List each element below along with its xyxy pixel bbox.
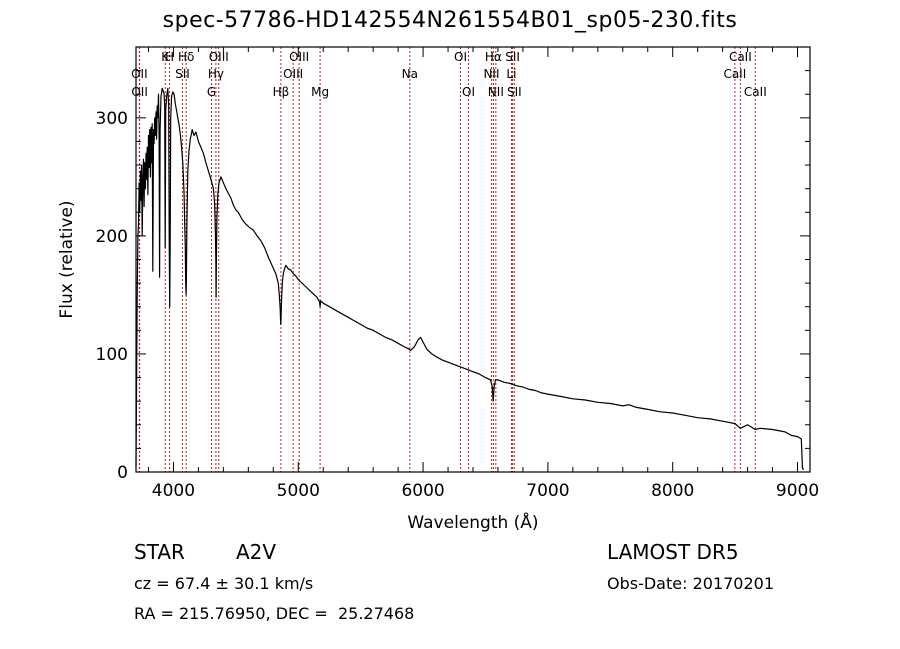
redshift-cz: cz = 67.4 ± 30.1 km/s	[134, 574, 314, 593]
line-marker-label-7: Mg	[311, 85, 329, 99]
line-marker-label-23: CaII	[729, 50, 752, 64]
line-marker-label-3: Hα	[485, 50, 502, 64]
line-marker-label-12: OIII	[209, 50, 229, 64]
x-axis-label: Wavelength (Å)	[407, 511, 538, 533]
observation-date: Obs-Date: 20170201	[607, 574, 775, 593]
line-marker-label-24: CaII	[744, 85, 767, 99]
x-tick-label-5: 9000	[776, 481, 819, 501]
x-tick-label-2: 6000	[401, 481, 444, 501]
line-marker-label-9: OII	[131, 67, 148, 81]
y-tick-label-1: 100	[96, 345, 128, 365]
line-marker-label-20: SII	[505, 50, 520, 64]
line-marker-label-8: Na	[402, 67, 418, 81]
y-axis-label: Flux (relative)	[57, 200, 77, 318]
line-marker-label-2: Hβ	[273, 85, 290, 99]
line-marker-label-1: Hγ	[208, 67, 224, 81]
line-marker-label-15: OI	[454, 50, 467, 64]
line-marker-label-13: OIII	[283, 67, 303, 81]
line-marker-label-14: OIII	[289, 50, 309, 64]
spectrum-line	[135, 87, 805, 471]
x-tick-label-4: 8000	[651, 481, 694, 501]
line-markers	[138, 47, 756, 472]
x-tick-label-3: 7000	[526, 481, 569, 501]
line-marker-label-0: Hδ	[178, 50, 194, 64]
line-marker-labels: Hδ Hγ Hβ Hα KH G Mg Na OII OII SII OIII OIII OIII OI OI…	[131, 50, 767, 99]
x-tick-label-0: 4000	[152, 481, 195, 501]
plot-frame	[135, 46, 811, 473]
line-marker-label-18: NII	[488, 85, 504, 99]
line-marker-label-17: NII	[483, 67, 499, 81]
sky-coordinates: RA = 215.76950, DEC = 25.27468	[134, 604, 415, 623]
line-marker-label-21: SII	[507, 85, 522, 99]
object-subclass: A2V	[236, 540, 277, 564]
line-marker-label-16: OI	[462, 85, 475, 99]
line-marker-label-6: G	[207, 85, 216, 99]
line-marker-label-5: H	[165, 50, 174, 64]
axis-ticks	[136, 47, 810, 473]
line-marker-label-4: K	[161, 50, 170, 64]
line-marker-label-19: Li	[506, 67, 516, 81]
line-marker-label-22: CaII	[723, 67, 746, 81]
object-class: STAR	[134, 540, 185, 564]
line-marker-label-11: SII	[175, 67, 190, 81]
chart-title: spec-57786-HD142554N261554B01_sp05-230.f…	[162, 8, 738, 33]
line-marker-label-10: OII	[131, 85, 148, 99]
survey-name: LAMOST DR5	[607, 540, 739, 564]
y-tick-label-2: 200	[96, 227, 128, 247]
x-tick-label-1: 5000	[277, 481, 320, 501]
y-tick-label-3: 300	[96, 109, 128, 129]
axis-tick-labels: 4000 5000 6000 7000 8000 9000 0 100 200 300	[96, 109, 820, 501]
y-tick-label-0: 0	[117, 463, 128, 483]
